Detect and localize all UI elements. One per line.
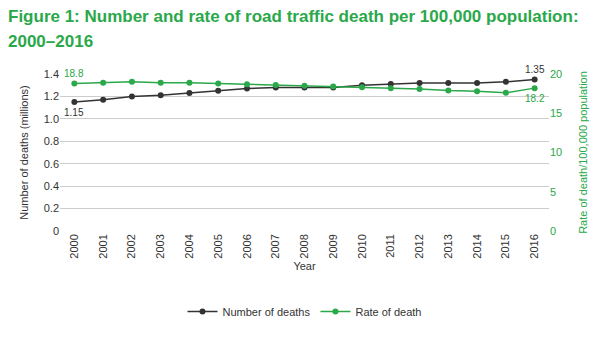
svg-text:2009: 2009 xyxy=(327,234,339,258)
svg-text:2003: 2003 xyxy=(154,234,166,258)
svg-text:18.8: 18.8 xyxy=(64,68,84,79)
svg-text:5: 5 xyxy=(550,186,556,198)
svg-text:2014: 2014 xyxy=(471,234,483,258)
svg-text:1.35: 1.35 xyxy=(525,64,545,75)
svg-text:Number of deaths: Number of deaths xyxy=(223,306,311,318)
html-text:Figure 1: Number and rate of r: Figure 1: Number and rate of road traffi… xyxy=(8,7,579,51)
svg-text:Year: Year xyxy=(293,260,316,272)
svg-text:0.6: 0.6 xyxy=(44,158,59,170)
svg-text:1.15: 1.15 xyxy=(64,107,84,118)
svg-text:0.2: 0.2 xyxy=(44,202,59,214)
svg-text:2011: 2011 xyxy=(384,234,396,258)
svg-text:2000: 2000 xyxy=(68,234,80,258)
svg-text:15: 15 xyxy=(550,107,562,119)
svg-text:Rate of death/100,000 populati: Rate of death/100,000 population xyxy=(577,71,589,234)
svg-text:2002: 2002 xyxy=(125,234,137,258)
svg-text:Rate of death: Rate of death xyxy=(355,306,421,318)
svg-text:2012: 2012 xyxy=(413,234,425,258)
svg-text:2013: 2013 xyxy=(442,234,454,258)
svg-text:2007: 2007 xyxy=(269,234,281,258)
svg-text:20: 20 xyxy=(550,68,562,80)
svg-text:2010: 2010 xyxy=(356,234,368,258)
svg-text:18.2: 18.2 xyxy=(525,93,545,104)
svg-text:2005: 2005 xyxy=(212,234,224,258)
svg-text:10: 10 xyxy=(550,146,562,158)
svg-text:0: 0 xyxy=(550,225,556,237)
svg-text:1.2: 1.2 xyxy=(44,90,59,102)
svg-text:1.0: 1.0 xyxy=(44,113,59,125)
svg-text:1.4: 1.4 xyxy=(44,68,59,80)
svg-text:0.4: 0.4 xyxy=(44,180,59,192)
svg-text:2008: 2008 xyxy=(298,234,310,258)
svg-text:0: 0 xyxy=(53,225,59,237)
svg-text:2006: 2006 xyxy=(241,234,253,258)
svg-text:Number of deaths (millions): Number of deaths (millions) xyxy=(18,85,30,220)
svg-text:2004: 2004 xyxy=(183,234,195,258)
svg-text:2016: 2016 xyxy=(528,234,540,258)
svg-text:2015: 2015 xyxy=(499,234,511,258)
svg-text:0.8: 0.8 xyxy=(44,135,59,147)
svg-text:2001: 2001 xyxy=(97,234,109,258)
